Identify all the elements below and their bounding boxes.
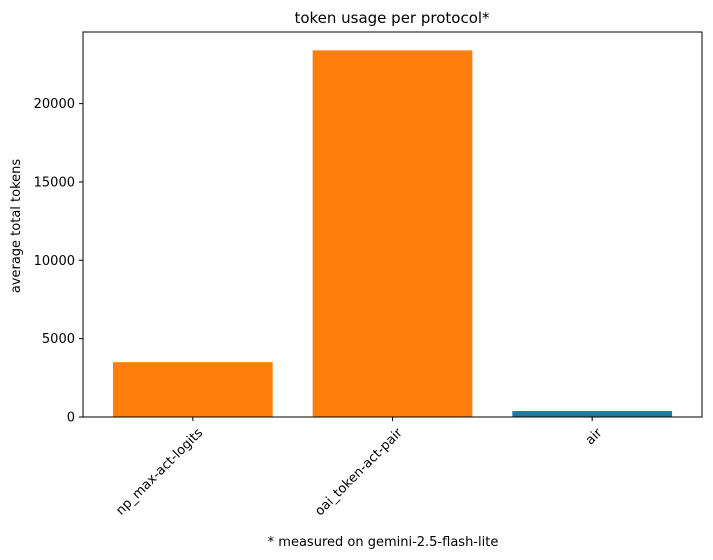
y-tick-label: 15000	[34, 175, 75, 190]
x-tick-label: oai_token-act-pair	[312, 425, 406, 519]
y-tick-label: 5000	[42, 332, 75, 347]
y-tick-label: 0	[67, 411, 75, 426]
x-tick-label: np_max-act-logits	[113, 426, 206, 519]
x-axis-label: * measured on gemini-2.5-flash-lite	[268, 535, 499, 550]
bar-np_max-act-logits	[112, 362, 273, 417]
y-tick-label: 20000	[34, 97, 75, 112]
bar-oai_token-act-pair	[312, 50, 473, 417]
bar-air	[512, 411, 673, 417]
y-tick-label: 10000	[34, 254, 75, 269]
x-axis-ticks: np_max-act-logits oai_token-act-pair air	[113, 417, 606, 519]
y-axis-ticks: 0 5000 10000 15000 20000	[34, 97, 83, 426]
plot-frame	[82, 31, 703, 418]
chart-title: token usage per protocol*	[294, 9, 490, 27]
x-tick-label: air	[583, 425, 606, 448]
bars-group	[112, 50, 673, 417]
y-axis-label: average total tokens	[9, 159, 24, 294]
